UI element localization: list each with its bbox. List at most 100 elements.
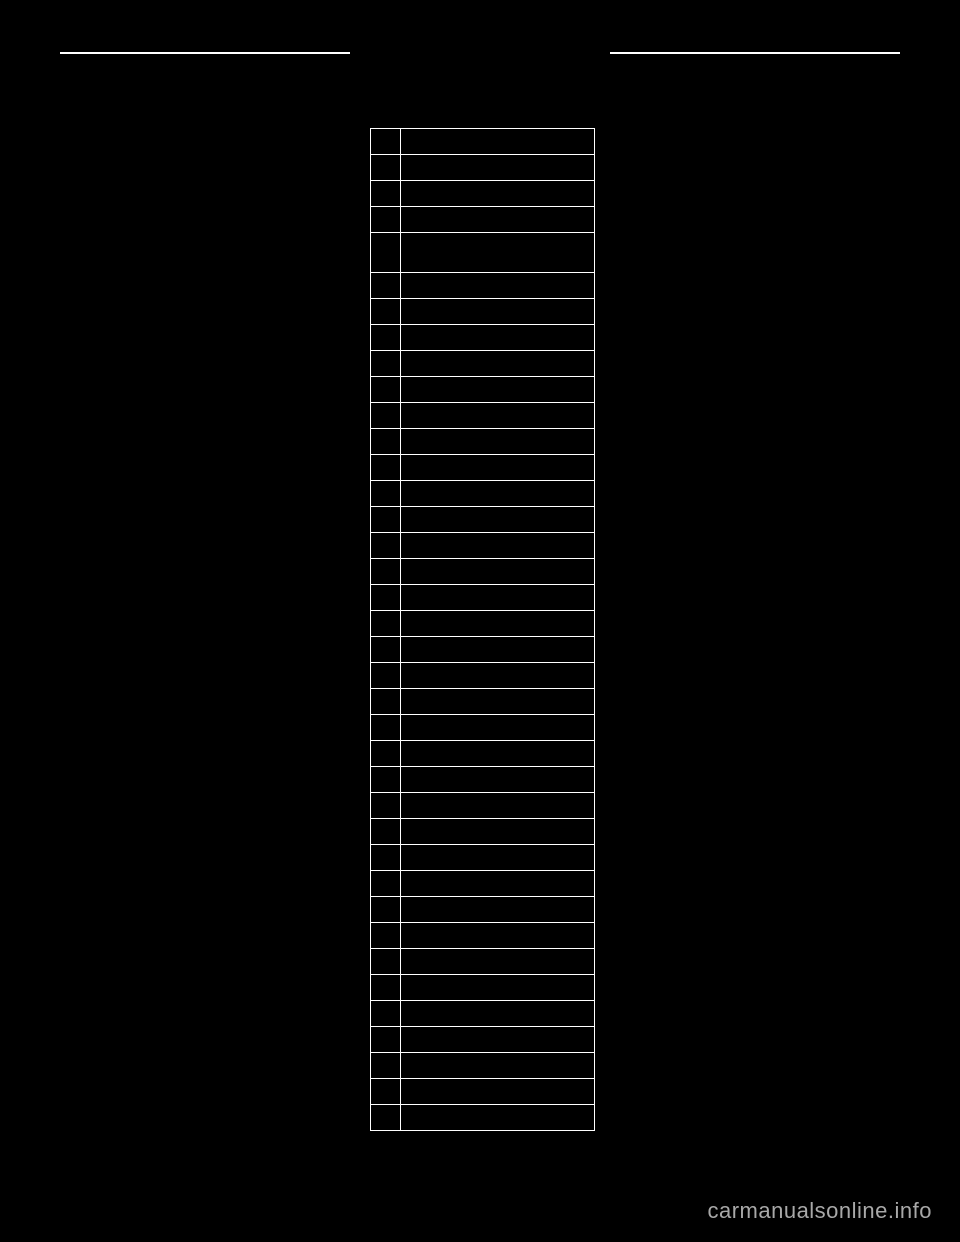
table-cell-index: [371, 1027, 401, 1053]
table-cell-index: [371, 273, 401, 299]
table-row: [371, 455, 595, 481]
table-cell-value: [401, 1027, 595, 1053]
table-row: [371, 129, 595, 155]
table-cell-index: [371, 129, 401, 155]
table-row: [371, 1027, 595, 1053]
table-row: [371, 871, 595, 897]
table-cell-index: [371, 155, 401, 181]
table-cell-value: [401, 897, 595, 923]
table-cell-index: [371, 351, 401, 377]
table-cell-value: [401, 429, 595, 455]
table-cell-index: [371, 637, 401, 663]
table-row: [371, 845, 595, 871]
table-cell-value: [401, 129, 595, 155]
table-cell-index: [371, 819, 401, 845]
table-row: [371, 377, 595, 403]
table-cell-index: [371, 767, 401, 793]
table-cell-value: [401, 1053, 595, 1079]
table-cell-value: [401, 871, 595, 897]
table-row: [371, 715, 595, 741]
table-cell-index: [371, 923, 401, 949]
table-row: [371, 429, 595, 455]
table-row: [371, 155, 595, 181]
table-cell-index: [371, 585, 401, 611]
table-cell-value: [401, 233, 595, 273]
table-row: [371, 741, 595, 767]
table-cell-value: [401, 403, 595, 429]
table-row: [371, 299, 595, 325]
table-cell-index: [371, 871, 401, 897]
table-cell-value: [401, 1001, 595, 1027]
table-cell-index: [371, 1053, 401, 1079]
table-row: [371, 689, 595, 715]
table-row: [371, 351, 595, 377]
table-row: [371, 273, 595, 299]
table-cell-index: [371, 559, 401, 585]
table-row: [371, 481, 595, 507]
table-row: [371, 325, 595, 351]
table-row: [371, 403, 595, 429]
table-cell-index: [371, 429, 401, 455]
table-row: [371, 559, 595, 585]
table-cell-index: [371, 897, 401, 923]
table-cell-value: [401, 181, 595, 207]
table-cell-index: [371, 611, 401, 637]
header-rules: [0, 0, 960, 54]
table-cell-value: [401, 611, 595, 637]
table-cell-value: [401, 325, 595, 351]
table-row: [371, 181, 595, 207]
table-cell-index: [371, 1105, 401, 1131]
table-cell-index: [371, 377, 401, 403]
data-table-container: [370, 128, 595, 1131]
table-row: [371, 1105, 595, 1131]
table-cell-index: [371, 481, 401, 507]
table-cell-index: [371, 663, 401, 689]
table-cell-value: [401, 559, 595, 585]
table-cell-value: [401, 819, 595, 845]
table-cell-value: [401, 975, 595, 1001]
table-cell-index: [371, 181, 401, 207]
table-cell-value: [401, 1079, 595, 1105]
table-cell-value: [401, 351, 595, 377]
table-row: [371, 1053, 595, 1079]
document-page: carmanualsonline.info: [0, 0, 960, 1242]
table-cell-value: [401, 923, 595, 949]
table-cell-value: [401, 273, 595, 299]
table-cell-value: [401, 663, 595, 689]
table-cell-value: [401, 507, 595, 533]
table-cell-value: [401, 793, 595, 819]
table-row: [371, 767, 595, 793]
table-row: [371, 793, 595, 819]
table-cell-index: [371, 455, 401, 481]
table-cell-index: [371, 741, 401, 767]
table-row: [371, 507, 595, 533]
table-row: [371, 207, 595, 233]
header-rule-left: [60, 52, 350, 54]
table-cell-index: [371, 507, 401, 533]
table-cell-value: [401, 1105, 595, 1131]
table-cell-index: [371, 975, 401, 1001]
table-cell-index: [371, 325, 401, 351]
table-cell-index: [371, 689, 401, 715]
table-cell-index: [371, 1001, 401, 1027]
table-cell-index: [371, 949, 401, 975]
table-cell-value: [401, 715, 595, 741]
table-row: [371, 949, 595, 975]
data-table: [370, 128, 595, 1131]
table-row: [371, 233, 595, 273]
table-cell-value: [401, 155, 595, 181]
table-row: [371, 975, 595, 1001]
table-row: [371, 897, 595, 923]
header-rule-right: [610, 52, 900, 54]
table-row: [371, 1079, 595, 1105]
table-cell-value: [401, 845, 595, 871]
table-cell-index: [371, 233, 401, 273]
table-row: [371, 533, 595, 559]
table-cell-index: [371, 299, 401, 325]
table-cell-value: [401, 637, 595, 663]
table-row: [371, 819, 595, 845]
table-cell-value: [401, 689, 595, 715]
table-row: [371, 637, 595, 663]
table-row: [371, 663, 595, 689]
table-row: [371, 923, 595, 949]
